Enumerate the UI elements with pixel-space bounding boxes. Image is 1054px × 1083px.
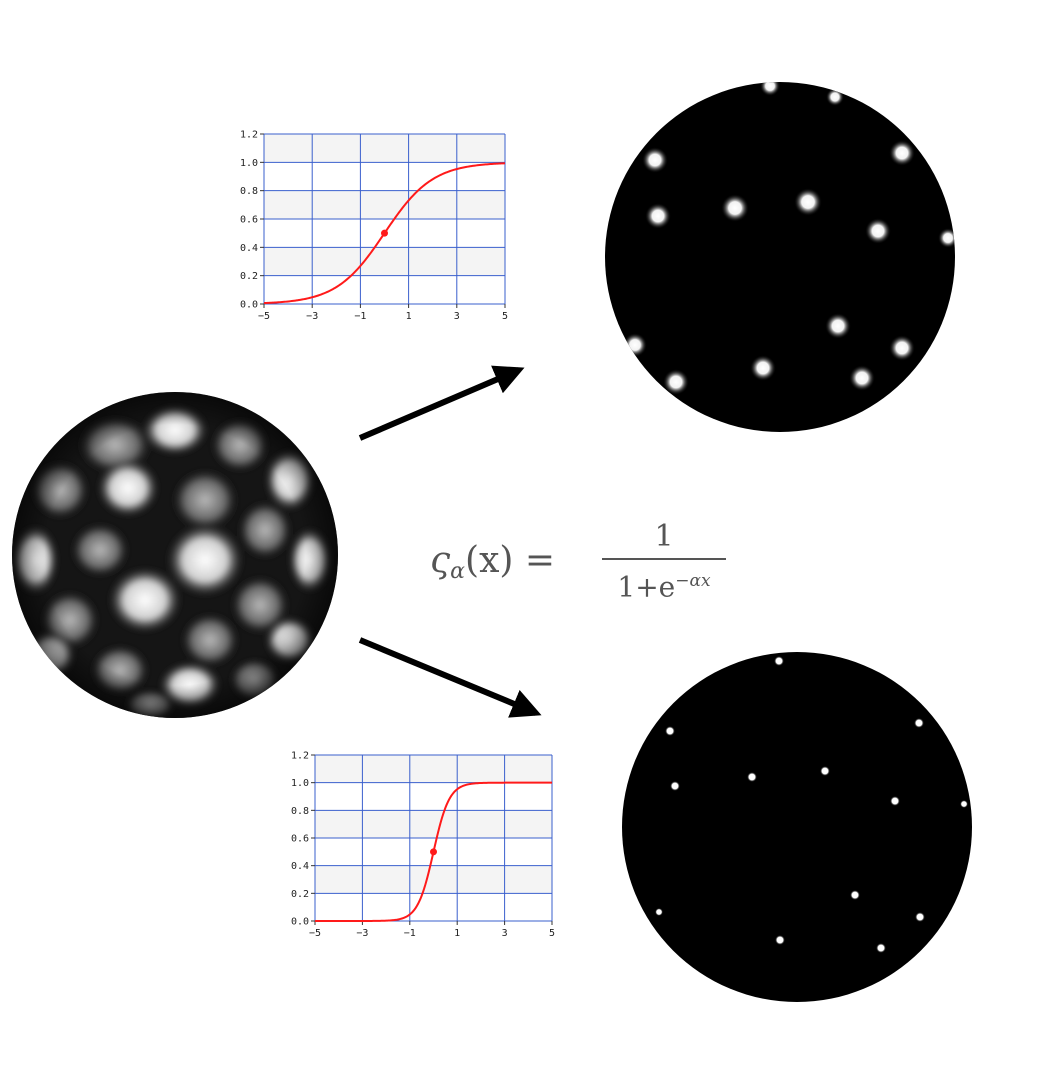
y-tick-label: 0.8 [291, 806, 309, 817]
x-tick-label: 5 [549, 928, 555, 939]
y-tick-label: 1.0 [291, 778, 309, 789]
sigmoid-chart-low-alpha: 0.0 0.2 0.4 0.6 0.8 1.0 1.2 −5 −3 −1 1 3 5 [240, 130, 508, 323]
sigmoid-chart-high-alpha: 0.0 0.2 0.4 0.6 0.8 1.0 1.2 −5 −3 −1 1 3 5 [291, 751, 555, 940]
y-tick-label: 0.0 [240, 300, 258, 311]
sigmoid-formula: ςα(x) = 1 1+e−αx [430, 518, 750, 608]
input-voronoi-sphere [12, 392, 338, 718]
formula-numerator: 1 [654, 519, 674, 554]
y-tick-label: 0.6 [240, 215, 258, 226]
x-tick-label: 1 [454, 928, 460, 939]
fraction-bar [602, 558, 726, 560]
grid-band [315, 865, 552, 894]
denominator-exponent: −αx [675, 571, 711, 591]
y-tick-label: 1.2 [291, 751, 309, 762]
y-tick-label: 0.0 [291, 917, 309, 928]
grid-band [264, 190, 505, 219]
denominator-base: 1+e [617, 570, 676, 604]
x-tick-label: −3 [306, 311, 318, 322]
x-tick-label: −1 [354, 311, 366, 322]
y-tick-label: 0.4 [291, 861, 309, 872]
x-tick-label: −3 [356, 928, 368, 939]
formula-symbol: ς [430, 540, 451, 581]
grid-band [264, 134, 505, 163]
x-tick-label: 5 [502, 311, 508, 322]
formula-subscript: α [450, 559, 466, 584]
arrow-to-bottom-output [358, 637, 542, 718]
y-tick-label: 1.2 [240, 130, 258, 141]
y-tick-label: 0.4 [240, 243, 258, 254]
midpoint-marker [381, 229, 388, 237]
formula-fraction: 1 1+e−αx [602, 518, 726, 604]
formula-lhs: ςα(x) = [430, 540, 555, 584]
formula-argument: (x) = [465, 540, 556, 581]
x-tick-label: 1 [406, 311, 412, 322]
arrow-to-top-output [358, 365, 525, 441]
grid-band [315, 755, 552, 783]
midpoint-marker [430, 848, 437, 856]
formula-denominator: 1+e−αx [602, 564, 726, 604]
x-tick-label: 3 [454, 311, 460, 322]
soft-spots [623, 82, 955, 395]
y-tick-label: 0.2 [240, 271, 258, 282]
grid-band [264, 247, 505, 276]
sharp-dots [655, 656, 968, 953]
output-sphere-high-alpha [622, 652, 972, 1002]
x-tick-label: 3 [502, 928, 508, 939]
y-tick-label: 0.6 [291, 834, 309, 845]
x-tick-label: −5 [309, 928, 321, 939]
y-tick-label: 1.0 [240, 158, 258, 169]
x-tick-label: −5 [258, 311, 270, 322]
x-tick-label: −1 [404, 928, 416, 939]
y-tick-label: 0.8 [240, 186, 258, 197]
output-sphere-low-alpha [605, 82, 955, 432]
grid-band [315, 810, 552, 838]
y-tick-label: 0.2 [291, 889, 309, 900]
